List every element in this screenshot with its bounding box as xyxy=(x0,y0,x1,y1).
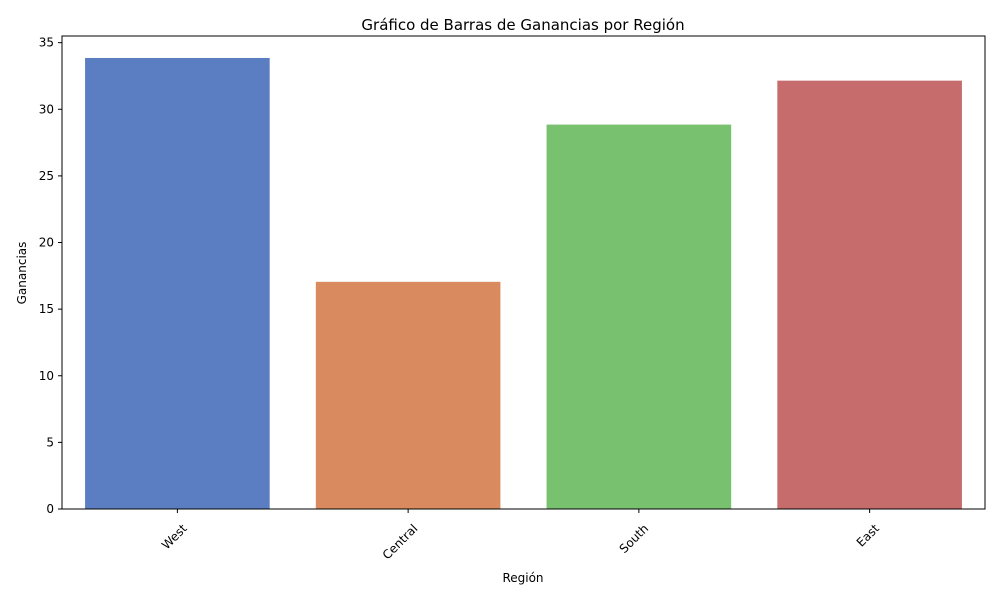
y-axis-ticks: 0 5 10 15 20 25 30 35 xyxy=(39,36,62,516)
x-tick-label: South xyxy=(617,521,652,556)
y-tick-label: 5 xyxy=(46,435,54,449)
y-tick-label: 15 xyxy=(39,302,54,316)
y-axis-label: Ganancias xyxy=(15,242,29,305)
x-tick-label: West xyxy=(159,521,190,552)
y-tick-label: 25 xyxy=(39,169,54,183)
bar-east xyxy=(777,80,962,509)
bar-west xyxy=(85,57,270,509)
x-axis-ticks: West Central South East xyxy=(159,509,882,562)
x-tick-label: East xyxy=(854,521,882,549)
x-axis-label: Región xyxy=(502,571,543,585)
bar-central xyxy=(315,281,501,509)
y-tick-label: 20 xyxy=(39,236,54,250)
bars-group xyxy=(85,57,962,509)
y-tick-label: 10 xyxy=(39,369,54,383)
plot-area-frame xyxy=(61,35,986,510)
bar-south xyxy=(546,124,732,509)
x-tick-label: Central xyxy=(380,521,421,562)
y-tick-label: 35 xyxy=(39,36,54,50)
y-tick-label: 30 xyxy=(39,102,54,116)
y-tick-label: 0 xyxy=(46,502,54,516)
chart-title: Gráfico de Barras de Ganancias por Regió… xyxy=(361,16,684,34)
